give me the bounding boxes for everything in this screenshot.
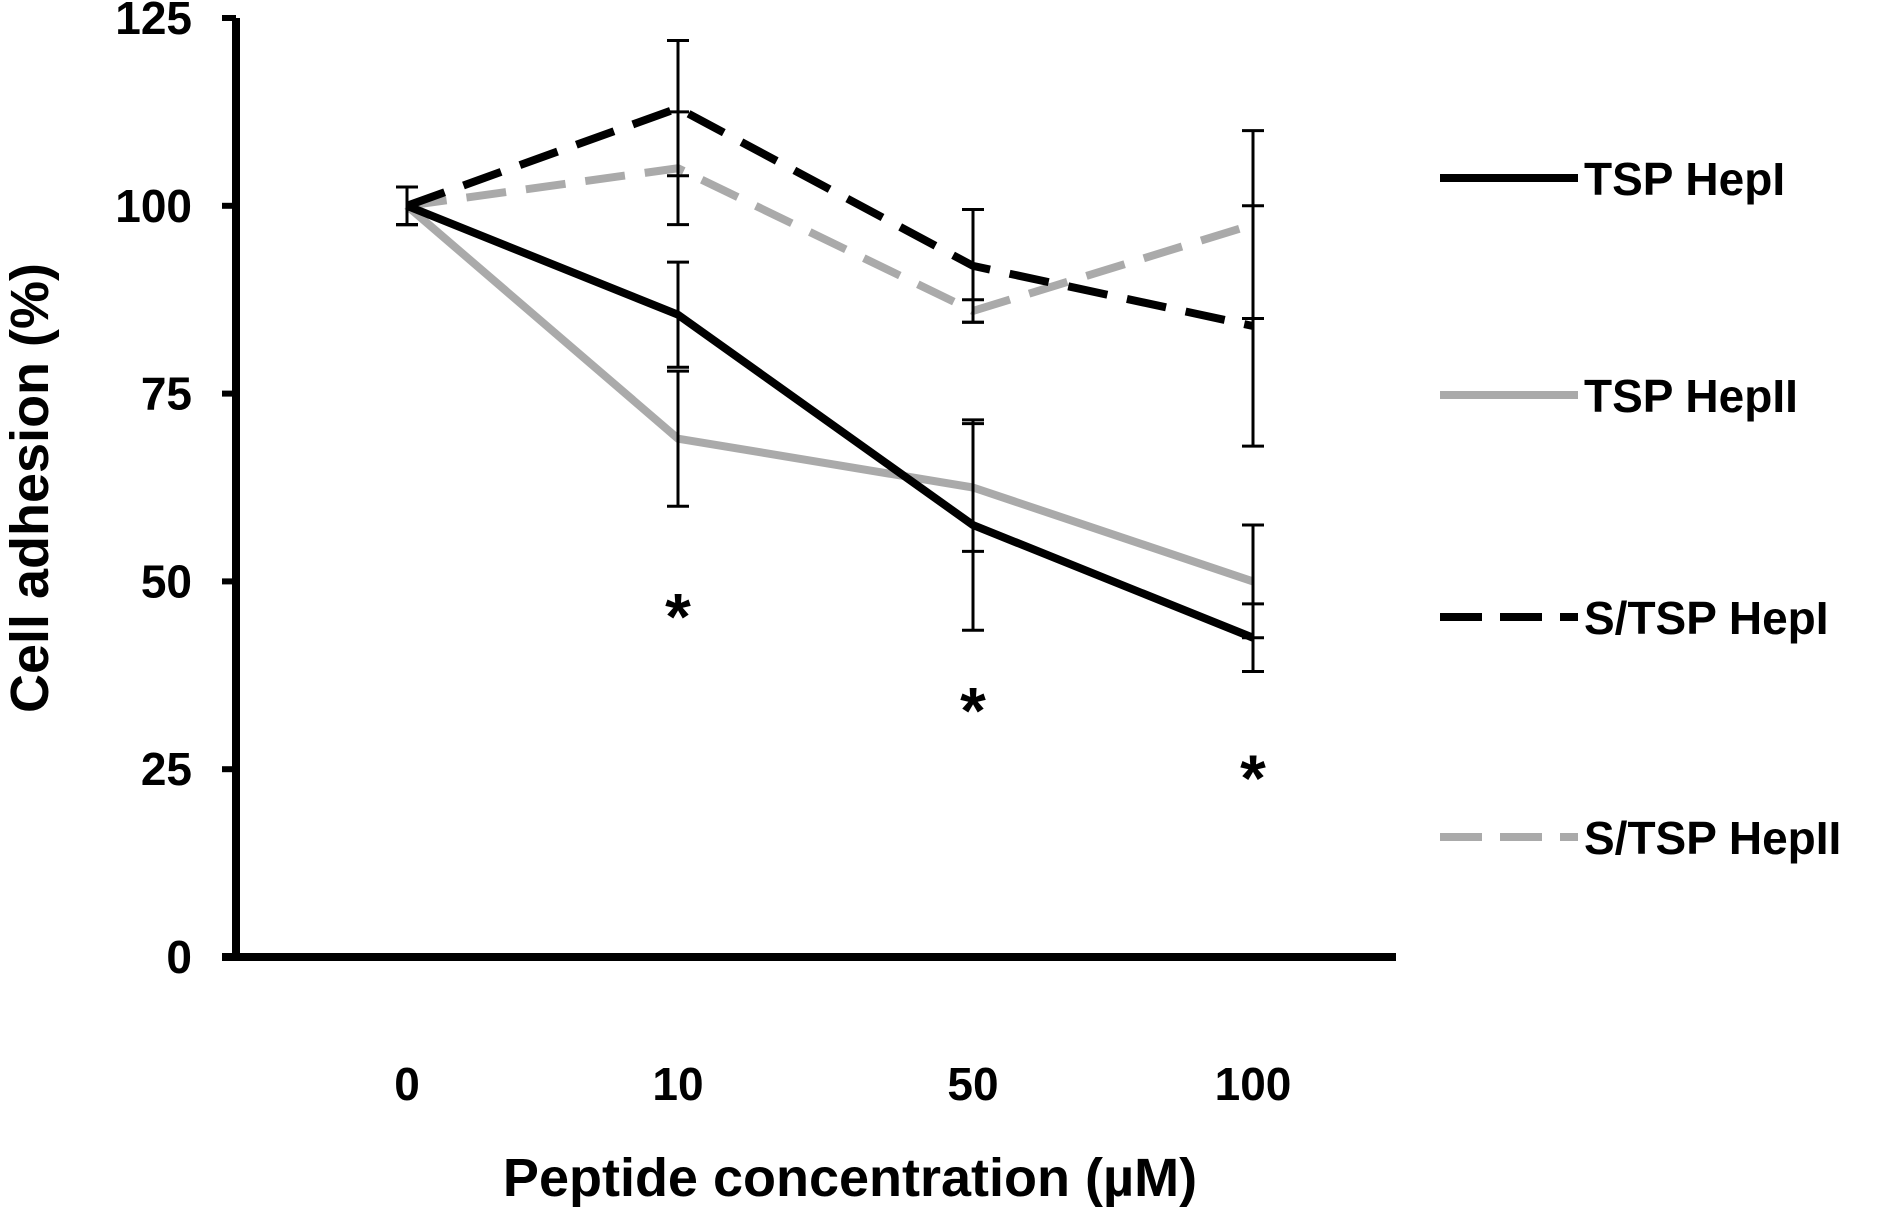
error-bars (396, 39, 1264, 674)
series-line-s-tsp-hepi (405, 104, 1254, 330)
y-tick-label: 25 (141, 743, 192, 795)
y-tick-group: 0 25 50 75 100 125 (115, 0, 236, 983)
series-lines (404, 104, 1255, 642)
legend-label: TSP HepII (1584, 370, 1798, 422)
y-tick-label: 0 (166, 931, 192, 983)
legend-label: TSP HepI (1584, 153, 1785, 205)
x-tick-label: 0 (394, 1058, 420, 1110)
legend-label: S/TSP HepII (1584, 812, 1841, 864)
legend: TSP HepI TSP HepII S/TSP HepI S/TSP HepII (1440, 153, 1841, 864)
y-tick-label: 50 (141, 555, 192, 607)
series-line-tsp-hepi (405, 202, 1255, 642)
legend-label: S/TSP HepI (1584, 592, 1829, 644)
x-tick-group: 0 10 50 100 (394, 1058, 1291, 1110)
x-axis-title: Peptide concentration (µM) (503, 1148, 1197, 1208)
x-tick-label: 10 (652, 1058, 703, 1110)
y-tick-label: 75 (141, 368, 192, 420)
series-line-s-tsp-hepii (406, 164, 1255, 315)
chart-axes (222, 18, 1396, 961)
series-line-tsp-hepii (404, 202, 1255, 586)
x-tick-label: 100 (1215, 1058, 1292, 1110)
significance-asterisk: * (1240, 741, 1266, 815)
significance-asterisk: * (960, 673, 986, 747)
significance-asterisk: * (665, 579, 691, 653)
x-tick-label: 50 (947, 1058, 998, 1110)
significance-annotations: * * * (665, 579, 1266, 815)
y-tick-label: 100 (115, 180, 192, 232)
y-axis-title: Cell adhesion (%) (0, 263, 60, 713)
y-tick-label: 125 (115, 0, 192, 44)
